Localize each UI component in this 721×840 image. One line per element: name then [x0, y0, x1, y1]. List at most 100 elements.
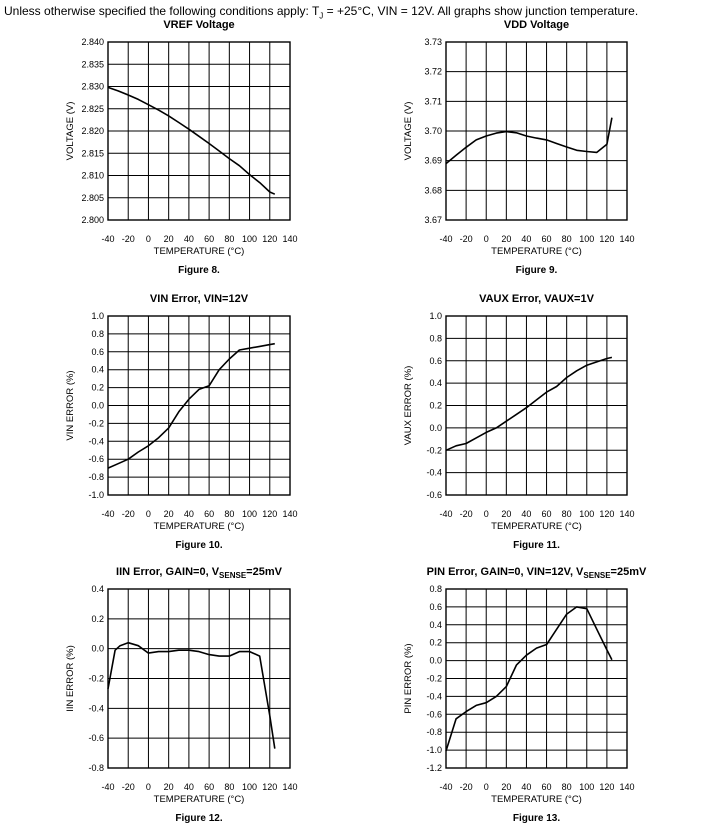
x-axis-label: TEMPERATURE (°C)	[154, 521, 245, 532]
y-tick-label: -0.8	[88, 472, 104, 482]
y-tick-label: 2.820	[81, 126, 104, 136]
chart-6: PIN Error, GAIN=0, VIN=12V, VSENSE=25mV -…	[403, 566, 647, 824]
x-tick-label: -20	[460, 234, 473, 244]
x-axis-label: TEMPERATURE (°C)	[491, 246, 582, 257]
x-axis-label: TEMPERATURE (°C)	[491, 521, 582, 532]
x-axis-label: TEMPERATURE (°C)	[491, 794, 582, 805]
x-tick-label: 140	[282, 234, 297, 244]
x-tick-label: 140	[282, 782, 297, 792]
y-tick-label: 3.72	[424, 67, 442, 77]
plot-frame	[445, 315, 628, 496]
chart-5: IIN Error, GAIN=0, VSENSE=25mV -0.8 -0.6 -0…	[65, 566, 298, 824]
x-tick-label: 80	[224, 234, 234, 244]
x-tick-label: 20	[501, 509, 511, 519]
x-tick-label: 80	[224, 509, 234, 519]
x-tick-label: 100	[242, 782, 257, 792]
chart-grid	[108, 589, 290, 768]
y-tick-label: 3.68	[424, 185, 442, 195]
x-tick-label: 120	[599, 509, 614, 519]
x-tick-label: 100	[242, 234, 257, 244]
y-tick-label: 0.6	[91, 347, 104, 357]
x-tick-label: 60	[542, 509, 552, 519]
header-text-start: Unless otherwise specified the following…	[4, 4, 320, 18]
x-tick-label: 120	[262, 234, 277, 244]
chart-4: VAUX Error, VAUX=1V -0.6 -0.4 -0.2 0.0 0.2 0.4…	[403, 293, 635, 551]
y-tick-label: -0.6	[426, 709, 442, 719]
page-header: Unless otherwise specified the following…	[4, 4, 638, 20]
y-tick-label: 0.8	[429, 333, 442, 343]
chart-2: VDD Voltage 3.67 3.68 3.69 3.70 3.71 3.72 3.73 -…	[403, 19, 635, 276]
series-line	[107, 342, 275, 469]
x-tick-label: 0	[484, 509, 489, 519]
chart-grid	[446, 589, 627, 768]
y-tick-label: 2.815	[81, 148, 104, 158]
y-tick-label: -0.6	[426, 490, 442, 500]
x-tick-label: -40	[439, 234, 452, 244]
y-tick-label: -0.4	[426, 468, 442, 478]
chart-title: VAUX Error, VAUX=1V	[479, 293, 594, 305]
y-tick-label: 2.805	[81, 193, 104, 203]
chart-title-subscript: SENSE	[219, 571, 247, 580]
figure-caption: Figure 13.	[513, 813, 560, 824]
x-tick-label: 140	[619, 234, 634, 244]
plot-frame	[107, 588, 291, 769]
y-tick-label: 0.2	[91, 614, 104, 624]
y-tick-label: 2.835	[81, 59, 104, 69]
series-line	[107, 86, 276, 195]
x-tick-label: 20	[501, 782, 511, 792]
y-tick-label: 0.0	[91, 644, 104, 654]
x-tick-label: 60	[204, 782, 214, 792]
x-tick-label: 80	[224, 782, 234, 792]
plot-frame	[107, 41, 291, 221]
chart-grid	[446, 42, 627, 220]
plot-frame	[445, 588, 628, 769]
y-tick-label: -0.2	[88, 418, 104, 428]
x-tick-label: 20	[164, 782, 174, 792]
x-tick-label: 100	[242, 509, 257, 519]
x-tick-label: 0	[484, 234, 489, 244]
series-line	[107, 641, 276, 749]
x-tick-label: 0	[146, 782, 151, 792]
chart-title-tail: =25mV	[611, 566, 647, 578]
series-line	[445, 606, 613, 752]
x-tick-label: 0	[146, 234, 151, 244]
y-tick-label: 0.4	[429, 378, 442, 388]
x-tick-label: 20	[164, 509, 174, 519]
y-tick-label: -0.8	[88, 763, 104, 773]
y-tick-label: -1.0	[426, 745, 442, 755]
x-tick-label: -20	[122, 782, 135, 792]
x-tick-label: -40	[101, 509, 114, 519]
x-axis-label: TEMPERATURE (°C)	[154, 794, 245, 805]
chart-title-tail: =25mV	[246, 566, 282, 578]
y-tick-label: -0.2	[88, 674, 104, 684]
y-tick-label: 2.840	[81, 37, 104, 47]
x-tick-label: 60	[542, 234, 552, 244]
x-tick-label: 100	[579, 509, 594, 519]
y-tick-label: 0.6	[429, 356, 442, 366]
y-tick-label: -0.6	[88, 733, 104, 743]
chart-title-subscript: SENSE	[583, 571, 611, 580]
x-tick-label: 40	[184, 782, 194, 792]
x-tick-label: -40	[101, 782, 114, 792]
x-tick-label: 40	[521, 234, 531, 244]
x-tick-label: -20	[460, 509, 473, 519]
y-tick-label: 0.2	[429, 401, 442, 411]
x-tick-label: -40	[439, 509, 452, 519]
y-tick-label: 3.70	[424, 126, 442, 136]
plot-frame	[445, 41, 628, 221]
x-tick-label: 40	[521, 782, 531, 792]
x-tick-label: 80	[562, 509, 572, 519]
x-tick-label: 0	[484, 782, 489, 792]
plot-frame	[107, 315, 291, 496]
x-tick-label: 120	[599, 234, 614, 244]
y-tick-label: 0.0	[429, 656, 442, 666]
x-tick-label: 20	[501, 234, 511, 244]
y-tick-label: -0.4	[426, 691, 442, 701]
x-tick-label: 80	[562, 234, 572, 244]
chart-title: VDD Voltage	[504, 19, 569, 31]
x-tick-label: 140	[282, 509, 297, 519]
x-tick-label: 140	[619, 509, 634, 519]
chart-grid	[446, 316, 627, 495]
y-tick-label: -0.8	[426, 727, 442, 737]
